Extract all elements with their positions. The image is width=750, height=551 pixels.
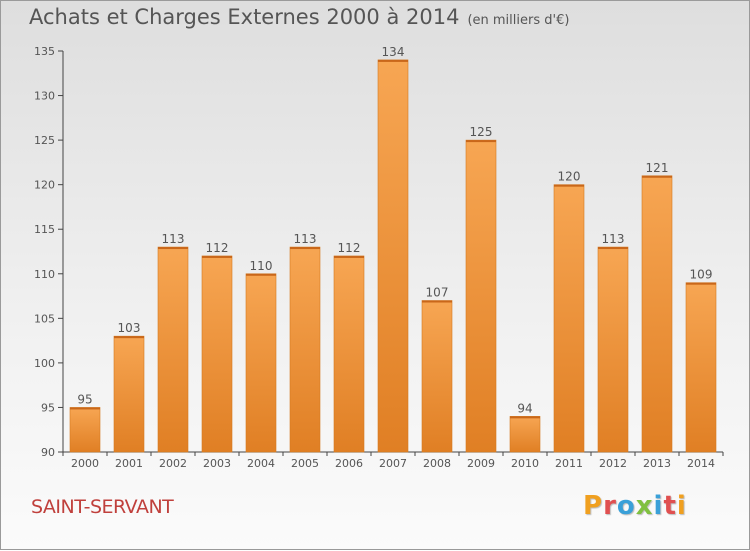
y-tick-label: 90 [41, 446, 55, 459]
bar-cap [70, 407, 100, 410]
x-tick-label: 2014 [687, 457, 715, 470]
data-label: 120 [558, 170, 581, 184]
data-label: 109 [690, 268, 713, 282]
data-label: 113 [294, 232, 317, 246]
data-label: 103 [118, 321, 141, 335]
data-label: 107 [426, 286, 449, 300]
data-label: 121 [646, 161, 669, 175]
bar-cap [598, 247, 628, 250]
data-label: 112 [206, 241, 229, 255]
title-text: Achats et Charges Externes 2000 à 2014 [29, 5, 460, 29]
logo-letter: t [663, 491, 677, 521]
bar [465, 139, 497, 453]
bar [377, 59, 409, 453]
y-tick-label: 125 [34, 134, 55, 147]
proxiti-logo: Proxiti [583, 491, 687, 521]
bar [69, 407, 101, 453]
x-tick-label: 2013 [643, 457, 671, 470]
bar-cap [334, 255, 364, 258]
bar [289, 246, 321, 453]
chart-title: Achats et Charges Externes 2000 à 2014 (e… [29, 5, 569, 29]
logo-letter: i [653, 491, 664, 521]
data-label: 125 [470, 125, 493, 139]
x-tick-label: 2006 [335, 457, 363, 470]
bar-cap [554, 184, 584, 187]
y-tick-label: 95 [41, 401, 55, 414]
town-name: SAINT-SERVANT [31, 496, 174, 518]
bar [245, 273, 277, 453]
x-tick-label: 2003 [203, 457, 231, 470]
bar-cap [510, 416, 540, 419]
x-tick-label: 2009 [467, 457, 495, 470]
y-tick-label: 110 [34, 268, 55, 281]
x-tick-label: 2011 [555, 457, 583, 470]
bar [509, 416, 541, 453]
bar [201, 255, 233, 453]
bar-cap [422, 300, 452, 303]
y-tick-label: 120 [34, 179, 55, 192]
y-tick-label: 100 [34, 357, 55, 370]
chart-bars: 95 103 113 112 110 113 112 134 107 125 94 120 113 121… [69, 45, 717, 453]
y-tick-label: 135 [34, 45, 55, 58]
logo-letter: i [676, 491, 687, 521]
data-label: 112 [338, 241, 361, 255]
bar [421, 300, 453, 453]
bar-cap [466, 140, 496, 143]
data-label: 134 [382, 45, 405, 59]
bar [113, 335, 145, 453]
bar-cap [158, 247, 188, 250]
x-tick-label: 2004 [247, 457, 275, 470]
data-label: 110 [250, 259, 273, 273]
logo-letter: o [616, 491, 636, 521]
data-label: 113 [162, 232, 185, 246]
chart-axes: 90 95 100 105 110 115 120 125 130 135 2000 2001 2002… [34, 45, 724, 470]
data-label: 113 [602, 232, 625, 246]
bar [641, 175, 673, 453]
bar-cap [202, 255, 232, 258]
x-tick-label: 2005 [291, 457, 319, 470]
bar-cap [114, 336, 144, 339]
x-tick-label: 2002 [159, 457, 187, 470]
y-tick-label: 130 [34, 90, 55, 103]
x-tick-label: 2001 [115, 457, 143, 470]
bar-cap [290, 247, 320, 250]
logo-letter: r [603, 491, 617, 521]
y-tick-label: 115 [34, 223, 55, 236]
bar-cap [686, 282, 716, 285]
data-label: 95 [77, 392, 92, 406]
bar [333, 255, 365, 453]
bar [597, 246, 629, 453]
data-label: 94 [517, 401, 532, 415]
x-tick-label: 2012 [599, 457, 627, 470]
x-tick-label: 2010 [511, 457, 539, 470]
bar [553, 184, 585, 453]
bar-cap [246, 273, 276, 276]
bar-cap [642, 175, 672, 178]
logo-letter: P [583, 491, 604, 521]
bar [157, 246, 189, 453]
x-tick-label: 2000 [71, 457, 99, 470]
x-tick-label: 2008 [423, 457, 451, 470]
x-tick-label: 2007 [379, 457, 407, 470]
logo-letter: x [635, 491, 654, 521]
bar [685, 282, 717, 453]
bar-cap [378, 59, 408, 62]
title-unit: (en milliers d'€) [467, 13, 570, 28]
y-tick-label: 105 [34, 312, 55, 325]
